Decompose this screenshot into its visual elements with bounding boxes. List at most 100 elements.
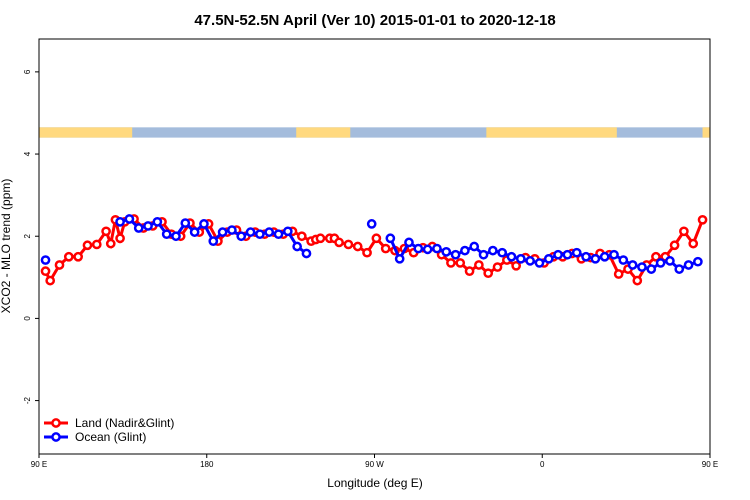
series-1-point-11 — [208, 236, 219, 247]
ocean-band — [39, 127, 710, 138]
series-0-point-40 — [371, 233, 382, 244]
series-1-point-36 — [506, 251, 517, 262]
series-1-point-23 — [385, 233, 396, 244]
series-0-point-73 — [679, 226, 689, 237]
series-0-point-68 — [632, 275, 643, 286]
series-1-point-22 — [366, 219, 377, 229]
series-1-point-39 — [534, 258, 545, 268]
series-0-point-6 — [91, 239, 102, 250]
plot-frame — [38, 38, 711, 455]
series-1-point-26 — [413, 243, 424, 254]
series-0-point-1 — [45, 275, 56, 286]
series-1-point-49 — [627, 260, 638, 270]
series-1-point-17 — [264, 227, 275, 237]
legend-label-1: Ocean (Glint) — [75, 430, 146, 444]
series-0-point-66 — [613, 269, 624, 279]
series-1-point-18 — [273, 229, 284, 240]
series-1-point-15 — [245, 227, 256, 237]
legend: Land (Nadir&Glint)Ocean (Glint) — [44, 416, 174, 444]
series-0-point-36 — [334, 237, 344, 248]
series-1-point-40 — [543, 253, 554, 264]
series-0-point-55 — [511, 260, 522, 271]
series-0-point-3 — [63, 251, 74, 262]
series-layer — [40, 214, 708, 286]
y-tick-label-1: 0 — [23, 316, 32, 321]
series-0-point-4 — [73, 251, 83, 262]
series-1-point-34 — [488, 245, 498, 256]
series-1-point-12 — [217, 227, 228, 237]
series-1-point-14 — [236, 231, 247, 242]
series-0-point-70 — [651, 251, 661, 262]
y-tick-label-0: -2 — [23, 396, 32, 404]
series-1-point-7 — [171, 231, 181, 242]
series-0-point-2 — [54, 260, 65, 270]
series-1-point-46 — [599, 251, 610, 262]
series-1-point-6 — [161, 229, 172, 240]
legend-marker-1 — [51, 432, 61, 442]
y-axis: -2 0 2 4 6 — [23, 69, 39, 404]
y-axis-label: XCO2 - MLO trend (ppm) — [0, 179, 13, 314]
series-1-point-1 — [115, 216, 125, 227]
series-1 — [40, 214, 703, 274]
series-1-point-51 — [646, 264, 657, 274]
series-1-point-29 — [441, 246, 452, 257]
series-1-point-3 — [133, 223, 144, 233]
series-0-point-37 — [343, 239, 354, 250]
series-1-point-37 — [515, 253, 526, 264]
series-1-point-47 — [609, 249, 619, 260]
chart-title: 47.5N-52.5N April (Ver 10) 2015-01-01 to… — [194, 12, 555, 29]
series-1-point-8 — [180, 218, 191, 228]
y-tick-label-2: 2 — [23, 233, 32, 238]
x-axis: 90 E 180 90 W 0 90 E — [31, 454, 718, 469]
land-band-3 — [702, 127, 710, 138]
series-1-point-50 — [637, 262, 647, 272]
legend-label-0: Land (Nadir&Glint) — [75, 416, 174, 430]
series-0-point-5 — [82, 240, 93, 251]
y-tick-label-3: 4 — [23, 151, 32, 156]
series-1-point-5 — [152, 216, 163, 227]
x-tick-label-1: 180 — [200, 460, 214, 469]
x-axis-label: Longitude (deg E) — [327, 476, 422, 490]
series-1-point-53 — [665, 256, 675, 266]
series-1-point-19 — [282, 226, 293, 237]
series-0-point-30 — [296, 231, 307, 242]
legend-marker-0 — [51, 418, 61, 428]
series-1-point-30 — [450, 249, 461, 260]
series-0-point-50 — [464, 266, 475, 277]
series-1-point-43 — [571, 247, 582, 258]
land-band-1 — [296, 127, 351, 138]
series-1-point-20 — [292, 241, 302, 252]
series-1-point-41 — [553, 249, 563, 260]
series-0-point-7 — [101, 226, 111, 237]
series-0-point-39 — [362, 247, 372, 258]
series-1-point-10 — [199, 219, 209, 229]
series-0-point-48 — [446, 258, 456, 268]
series-1-point-24 — [394, 253, 405, 264]
series-1-point-35 — [497, 247, 508, 258]
x-tick-label-3: 0 — [540, 460, 545, 469]
series-1-point-13 — [227, 225, 237, 235]
series-1-point-27 — [422, 244, 433, 255]
series-0-point-0 — [40, 266, 51, 277]
series-1-point-33 — [478, 249, 489, 260]
series-1-point-32 — [469, 241, 480, 252]
series-1-point-31 — [460, 245, 470, 256]
series-0-point-72 — [669, 240, 680, 251]
x-tick-label-2: 90 W — [365, 460, 384, 469]
series-1-point-56 — [693, 256, 703, 267]
series-1-point-45 — [590, 253, 601, 264]
series-1-point-52 — [655, 258, 666, 268]
series-1-point-48 — [618, 255, 629, 265]
land-ocean-strip — [39, 127, 710, 138]
series-1-point-4 — [143, 221, 153, 231]
x-tick-label-0: 90 E — [31, 460, 47, 469]
series-1-point-2 — [124, 214, 135, 224]
land-band-2 — [486, 127, 617, 138]
series-1-point-25 — [404, 237, 414, 248]
series-1-point-9 — [189, 227, 200, 237]
series-0-point-49 — [455, 258, 466, 268]
series-0-point-74 — [688, 238, 699, 249]
series-0-point-33 — [315, 233, 326, 244]
series-0-point-75 — [697, 214, 708, 225]
